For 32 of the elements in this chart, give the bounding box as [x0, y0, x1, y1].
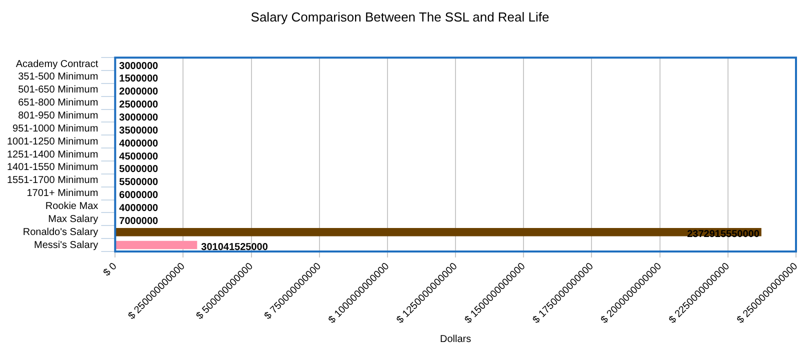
y-tick-label: Rookie Max	[45, 201, 98, 212]
data-label: 1500000	[119, 74, 159, 85]
x-axis-title: Dollars	[440, 334, 472, 345]
y-tick-label: 501-650 Minimum	[18, 84, 98, 96]
data-label: 3000000	[119, 60, 159, 72]
y-tick-label: 801-950 Minimum	[18, 110, 98, 122]
y-tick-label: 651-800 Minimum	[18, 98, 98, 109]
data-label: 4500000	[119, 151, 159, 162]
data-label: 6000000	[119, 190, 159, 202]
y-tick-label: Messi's Salary	[34, 240, 98, 251]
y-tick-label: 1001-1250 Minimum	[6, 136, 98, 148]
data-label: 2000000	[119, 86, 159, 98]
x-tick-label: $ 0	[102, 260, 120, 279]
data-label: 7000000	[119, 216, 159, 227]
y-tick-label: 351-500 Minimum	[18, 72, 98, 83]
data-label: 4000000	[119, 138, 159, 150]
data-label: 3000000	[119, 112, 159, 124]
data-label: 301041525000	[201, 242, 268, 253]
y-tick-label: 1401-1550 Minimum	[6, 162, 98, 174]
y-tick-label: Academy Contract	[16, 58, 98, 70]
y-tick-label: 951-1000 Minimum	[12, 123, 98, 134]
data-label: 2500000	[119, 100, 159, 111]
y-tick-label: Max Salary	[48, 214, 98, 225]
y-tick-label: 1551-1700 Minimum	[6, 175, 98, 186]
chart-title: Salary Comparison Between The SSL and Real Life	[250, 9, 550, 24]
y-tick-label: 1251-1400 Minimum	[6, 149, 98, 160]
y-tick-label: Ronaldo's Salary	[22, 226, 98, 238]
data-label: 5500000	[119, 177, 159, 188]
data-label: 3500000	[119, 125, 159, 136]
y-tick-label: 1701+ Minimum	[26, 188, 98, 200]
data-label: 5000000	[119, 164, 159, 176]
data-label: 4000000	[119, 203, 159, 214]
